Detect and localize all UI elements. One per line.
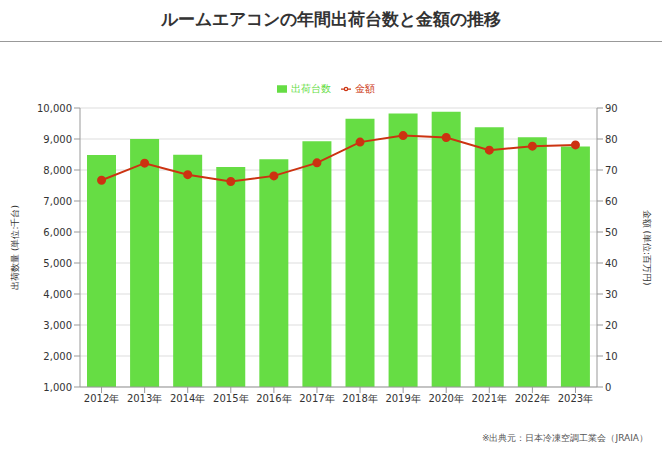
svg-text:50: 50 bbox=[605, 227, 618, 238]
svg-text:2017年: 2017年 bbox=[299, 393, 334, 404]
svg-text:9,000: 9,000 bbox=[43, 134, 72, 145]
svg-text:10: 10 bbox=[605, 351, 618, 362]
svg-text:2020年: 2020年 bbox=[428, 393, 463, 404]
svg-text:20: 20 bbox=[605, 320, 618, 331]
svg-text:1,000: 1,000 bbox=[43, 382, 72, 393]
html-text:ルームエアコンの年間出荷台数と金額の推移: ルームエアコンの年間出荷台数と金額の推移 bbox=[161, 9, 501, 29]
svg-text:70: 70 bbox=[605, 165, 618, 176]
svg-text:2,000: 2,000 bbox=[43, 351, 72, 362]
svg-text:7,000: 7,000 bbox=[43, 196, 72, 207]
svg-text:2021年: 2021年 bbox=[472, 393, 507, 404]
svg-text:金額 (単位:百万円): 金額 (単位:百万円) bbox=[642, 210, 652, 286]
svg-text:2022年: 2022年 bbox=[515, 393, 550, 404]
svg-text:8,000: 8,000 bbox=[43, 165, 72, 176]
svg-text:2019年: 2019年 bbox=[385, 393, 420, 404]
html-text:出荷台数: 出荷台数 bbox=[291, 83, 331, 94]
svg-text:60: 60 bbox=[605, 196, 618, 207]
svg-text:出荷数量 (単位:千台): 出荷数量 (単位:千台) bbox=[10, 205, 20, 290]
html-text:※出典元：日本冷凍空調工業会（JRAIA）: ※出典元：日本冷凍空調工業会（JRAIA） bbox=[481, 433, 648, 443]
svg-text:6,000: 6,000 bbox=[43, 227, 72, 238]
svg-text:2016年: 2016年 bbox=[256, 393, 291, 404]
svg-text:2014年: 2014年 bbox=[170, 393, 205, 404]
svg-text:2018年: 2018年 bbox=[342, 393, 377, 404]
svg-text:5,000: 5,000 bbox=[43, 258, 72, 269]
svg-text:0: 0 bbox=[605, 382, 611, 393]
svg-text:2012年: 2012年 bbox=[84, 393, 119, 404]
svg-text:80: 80 bbox=[605, 134, 618, 145]
svg-text:40: 40 bbox=[605, 258, 618, 269]
svg-text:3,000: 3,000 bbox=[43, 320, 72, 331]
html-text:金額: 金額 bbox=[355, 83, 375, 94]
svg-text:30: 30 bbox=[605, 289, 618, 300]
svg-text:2013年: 2013年 bbox=[127, 393, 162, 404]
svg-text:2015年: 2015年 bbox=[213, 393, 248, 404]
svg-text:2023年: 2023年 bbox=[558, 393, 593, 404]
svg-text:4,000: 4,000 bbox=[43, 289, 72, 300]
svg-text:90: 90 bbox=[605, 103, 618, 114]
svg-text:10,000: 10,000 bbox=[37, 103, 72, 114]
